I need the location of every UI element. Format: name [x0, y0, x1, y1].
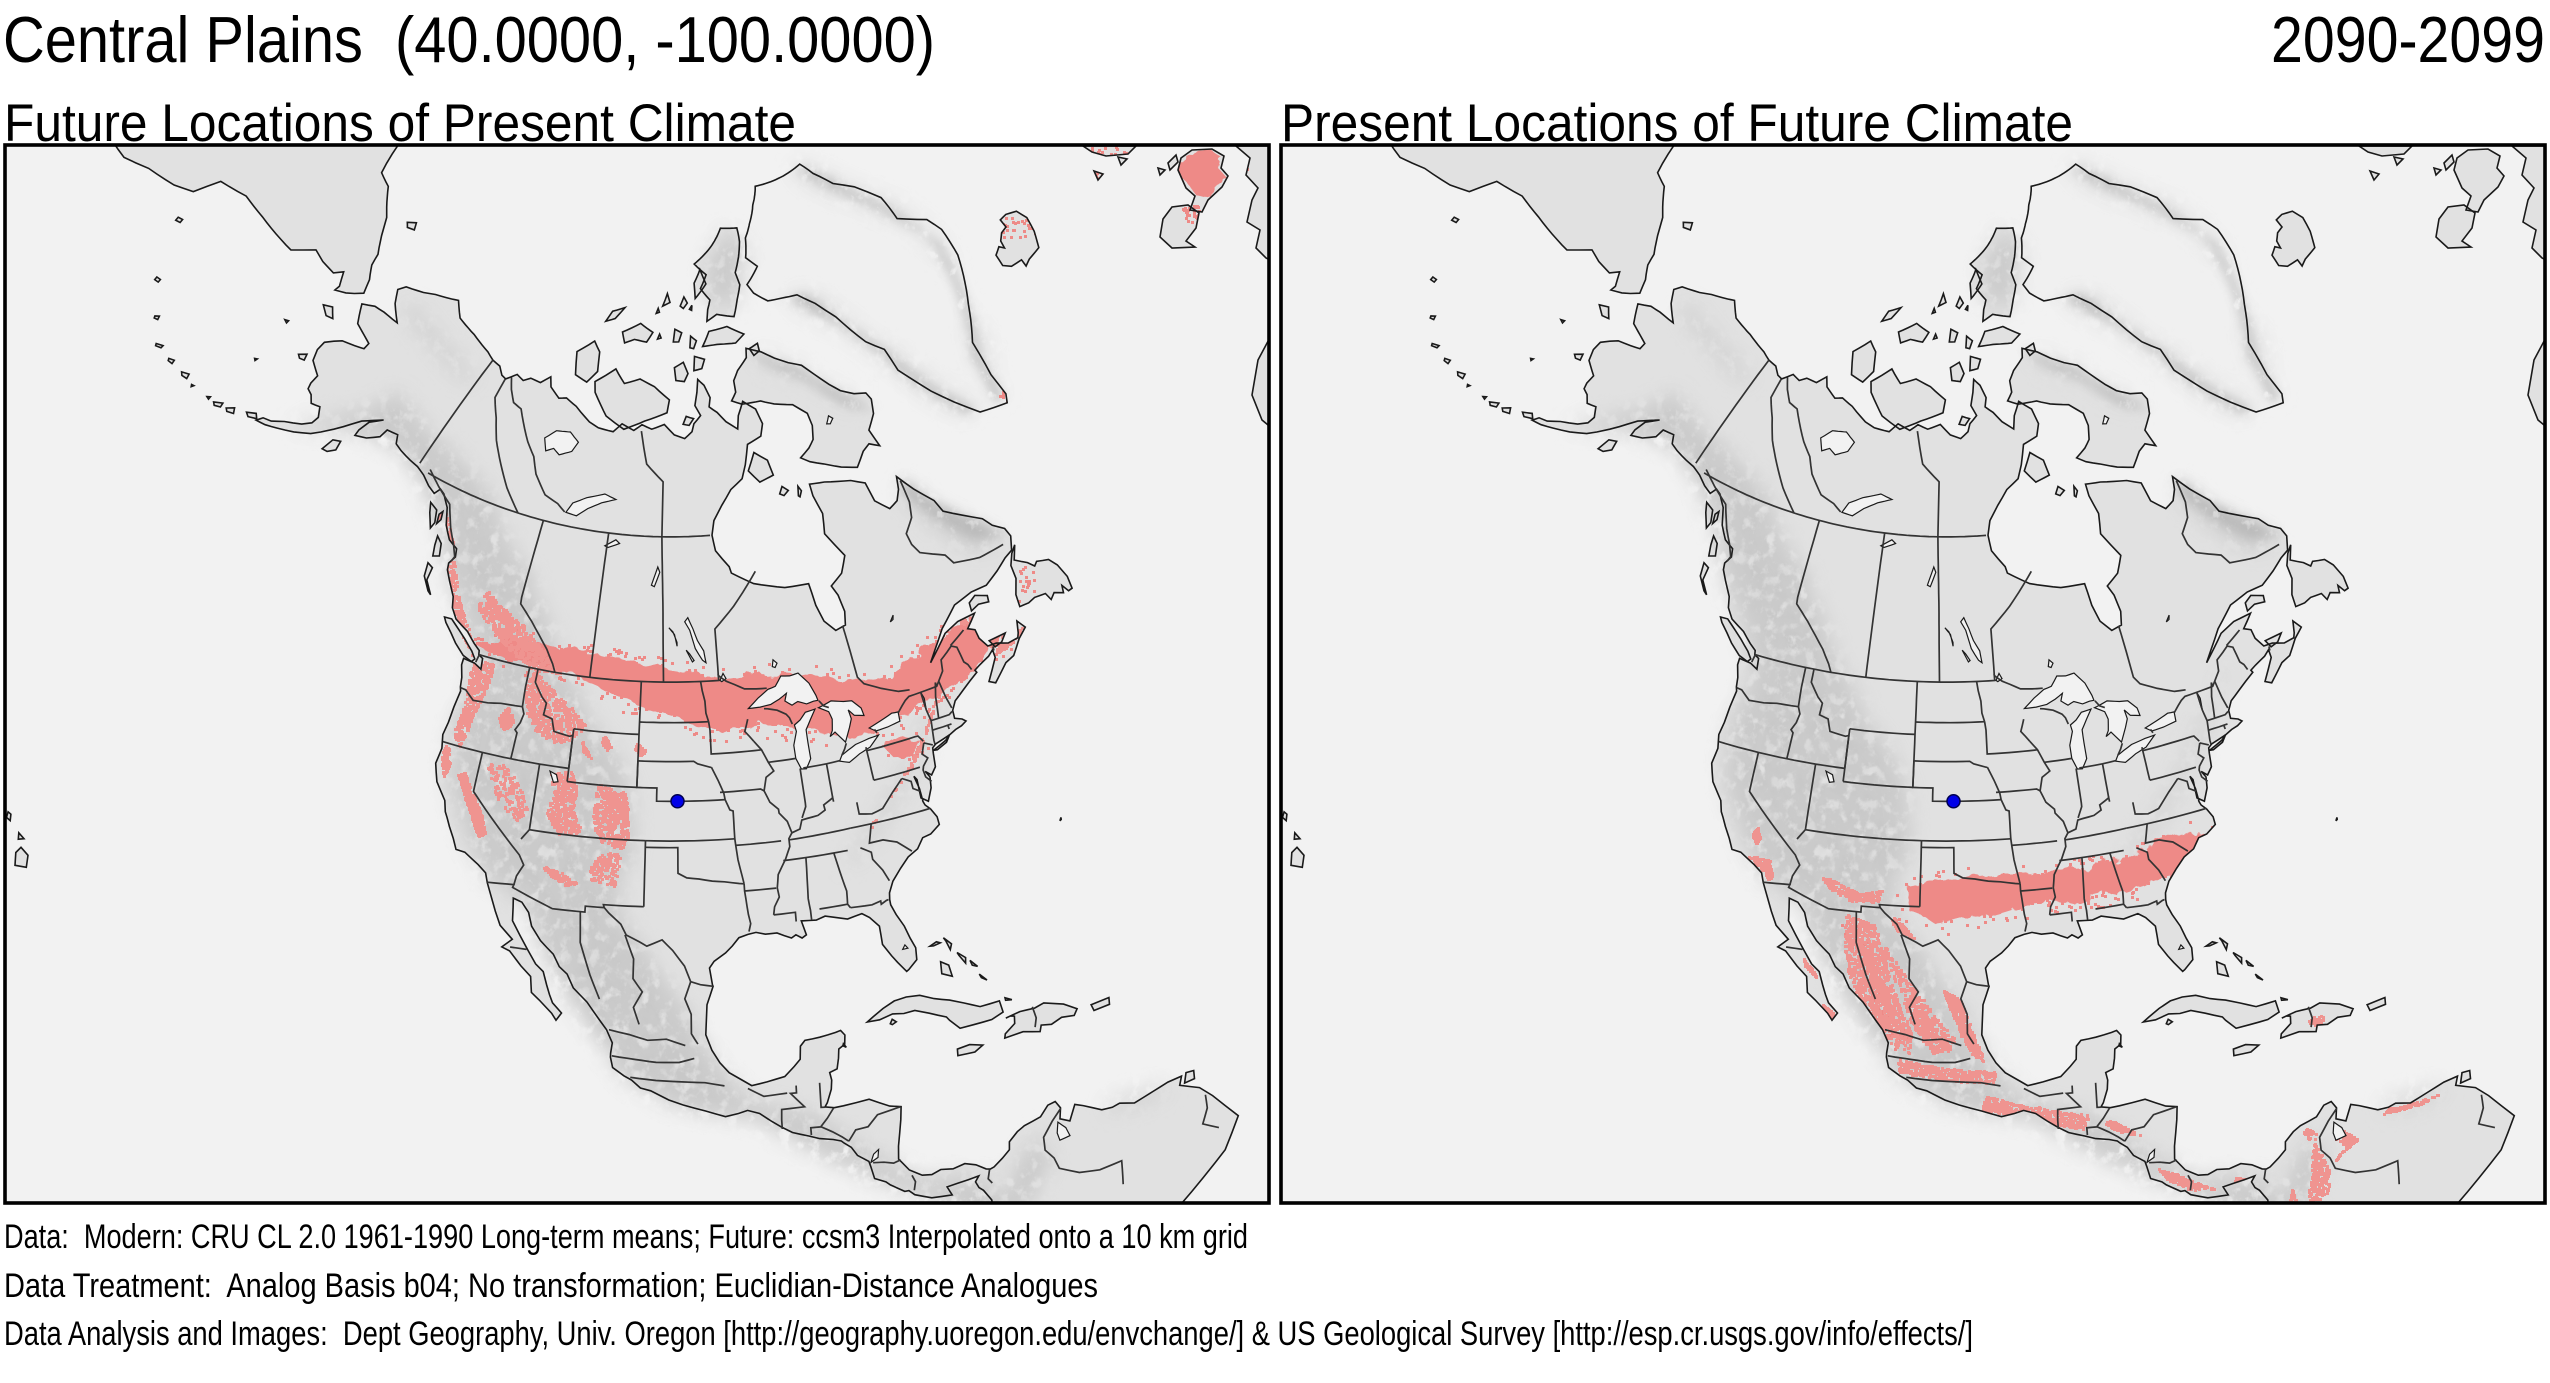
svg-text:Data Analysis and Images: Dep: Data Analysis and Images: Dept Geography… [4, 1315, 1973, 1353]
svg-text:Data: Modern: CRU CL 2.0 1961: Data: Modern: CRU CL 2.0 1961-1990 Long-… [4, 1218, 1248, 1256]
svg-text:2090-2099: 2090-2099 [2271, 3, 2545, 76]
svg-text:Future Locations of Present Cl: Future Locations of Present Climate [4, 94, 796, 153]
svg-text:Central Plains (40.0000, -100: Central Plains (40.0000, -100.0000) [3, 3, 935, 76]
svg-text:Present Locations of Future Cl: Present Locations of Future Climate [1281, 94, 2073, 153]
svg-text:Data Treatment: Analog Basis: Data Treatment: Analog Basis b04; No tra… [4, 1267, 1098, 1305]
